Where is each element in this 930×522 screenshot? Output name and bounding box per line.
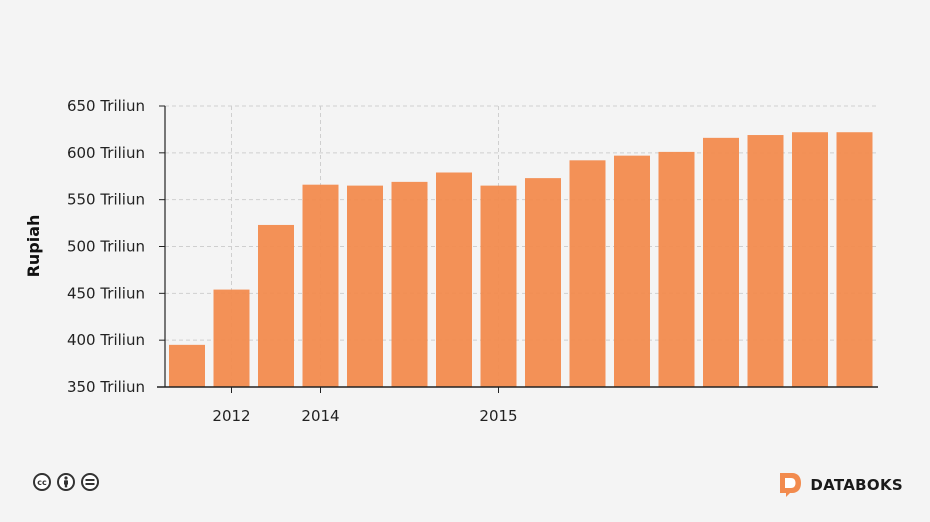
y-tick-label: 550 Triliun <box>67 191 145 209</box>
y-tick-label: 450 Triliun <box>67 284 145 302</box>
by-person-icon <box>57 473 75 491</box>
y-tick-label: 350 Triliun <box>67 378 145 396</box>
x-tick-label: 2012 <box>212 407 250 425</box>
bar[interactable] <box>836 132 873 387</box>
bar[interactable] <box>213 289 250 387</box>
cc-icon: cc <box>33 473 51 491</box>
axes-layer <box>157 105 878 393</box>
bar[interactable] <box>703 137 739 387</box>
nd-equals-icon <box>81 473 99 491</box>
bars-layer <box>169 132 873 387</box>
databoks-logo-icon <box>780 473 802 497</box>
bar[interactable] <box>747 135 784 387</box>
bar[interactable] <box>792 132 828 387</box>
bar[interactable] <box>347 185 383 387</box>
license-badges: cc <box>33 473 99 491</box>
y-tick-label: 500 Triliun <box>67 238 145 256</box>
bar[interactable] <box>525 178 561 387</box>
bar[interactable] <box>258 224 294 387</box>
y-tick-label: 600 Triliun <box>67 144 145 162</box>
bar[interactable] <box>614 155 650 387</box>
bar[interactable] <box>658 151 695 387</box>
bar[interactable] <box>436 172 472 387</box>
bar[interactable] <box>391 181 428 387</box>
y-axis-title: Rupiah <box>24 215 43 278</box>
y-tick-label: 400 Triliun <box>67 331 145 349</box>
x-tick-label: 2015 <box>479 407 517 425</box>
brand-name: DATABOKS <box>810 476 903 494</box>
bar[interactable] <box>480 185 517 387</box>
bar[interactable] <box>569 160 606 387</box>
brand-logo: DATABOKS <box>778 472 903 498</box>
bar[interactable] <box>302 184 339 387</box>
x-tick-label: 2014 <box>301 407 339 425</box>
y-tick-label: 650 Triliun <box>67 97 145 115</box>
bar[interactable] <box>169 344 205 387</box>
labels-layer: 650 Triliun 600 Triliun 550 Triliun 500 Tri… <box>67 97 518 425</box>
